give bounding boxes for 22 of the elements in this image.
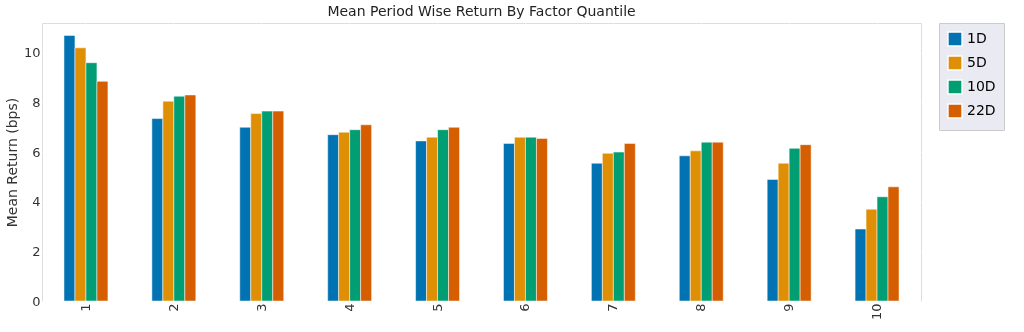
x-tick-label: 2	[165, 303, 181, 312]
x-tick-label: 4	[341, 303, 357, 312]
y-tick-label: 8	[32, 94, 41, 110]
x-tick-label: 10	[869, 303, 885, 321]
y-axis-title: Mean Return (bps)	[3, 97, 20, 228]
y-tick-label: 10	[23, 45, 41, 61]
chart-title: Mean Period Wise Return By Factor Quantile	[327, 3, 636, 19]
y-tick-label: 4	[32, 194, 41, 210]
y-tick-label: 6	[32, 144, 41, 160]
x-tick-label: 7	[605, 303, 621, 312]
x-tick-label: 1	[77, 303, 93, 312]
legend-label: 5D	[967, 54, 987, 70]
x-tick-label: 6	[517, 303, 533, 312]
x-tick-label: 8	[693, 303, 709, 312]
legend-label: 22D	[967, 102, 996, 118]
x-tick-label: 3	[253, 303, 269, 312]
x-tick-label: 5	[429, 303, 445, 312]
x-tick-label: 9	[781, 303, 797, 312]
y-tick-label: 0	[32, 293, 41, 309]
y-tick-label: 2	[32, 243, 41, 259]
legend-label: 1D	[967, 30, 987, 46]
legend-label: 10D	[967, 78, 996, 94]
